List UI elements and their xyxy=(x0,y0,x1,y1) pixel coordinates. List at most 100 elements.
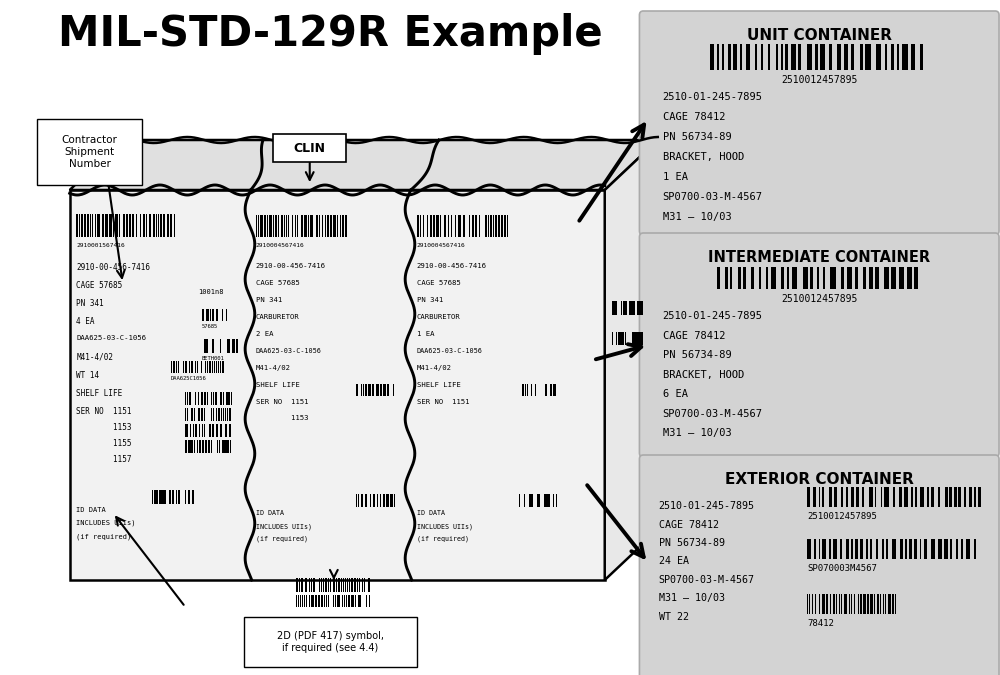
Bar xyxy=(458,215,461,237)
Text: (if required): (if required) xyxy=(256,535,308,541)
Bar xyxy=(132,214,134,237)
Bar xyxy=(160,214,162,237)
Bar xyxy=(891,267,896,289)
Bar xyxy=(211,392,212,405)
Bar xyxy=(945,487,948,507)
Bar xyxy=(136,214,137,237)
Bar xyxy=(105,214,108,237)
Text: 1001n8: 1001n8 xyxy=(198,289,223,295)
Bar xyxy=(225,408,226,421)
Bar xyxy=(833,594,835,614)
Bar xyxy=(899,487,902,507)
Bar xyxy=(202,392,203,405)
Bar xyxy=(826,594,828,614)
Bar xyxy=(230,440,231,453)
Bar xyxy=(761,44,763,70)
Bar xyxy=(316,215,318,237)
Text: ID DATA: ID DATA xyxy=(417,510,445,516)
Bar xyxy=(841,267,844,289)
Bar xyxy=(321,595,323,607)
Bar xyxy=(819,487,820,507)
Text: PN 56734-89: PN 56734-89 xyxy=(663,132,731,142)
Bar xyxy=(227,440,229,453)
Bar xyxy=(851,44,854,70)
Bar xyxy=(258,215,259,237)
Bar xyxy=(197,440,198,453)
Text: WT 14: WT 14 xyxy=(76,371,100,380)
Bar xyxy=(495,215,497,237)
Text: BRACKET, HOOD: BRACKET, HOOD xyxy=(663,152,744,162)
Bar xyxy=(220,361,221,373)
Text: CLIN: CLIN xyxy=(294,142,326,155)
Text: PN 341: PN 341 xyxy=(76,299,104,308)
Bar xyxy=(882,539,884,559)
Bar xyxy=(781,267,784,289)
Bar xyxy=(855,539,858,559)
Text: M31 – 10/03: M31 – 10/03 xyxy=(663,428,731,438)
Text: CAGE 78412: CAGE 78412 xyxy=(663,112,725,122)
Bar xyxy=(844,594,847,614)
Text: PN 56734-89: PN 56734-89 xyxy=(659,538,725,548)
Bar xyxy=(304,595,305,607)
Text: 2D (PDF 417) symbol,
if required (see 4.4): 2D (PDF 417) symbol, if required (see 4.… xyxy=(277,631,384,653)
Text: 2910-00-456-7416: 2910-00-456-7416 xyxy=(76,263,150,272)
Bar xyxy=(820,44,825,70)
Text: M41-4/02: M41-4/02 xyxy=(256,365,291,371)
Bar xyxy=(301,578,303,592)
Bar xyxy=(95,214,96,237)
Bar xyxy=(223,440,225,453)
Text: 1153: 1153 xyxy=(76,423,132,432)
Bar xyxy=(869,267,873,289)
Bar xyxy=(978,487,981,507)
Bar xyxy=(485,215,487,237)
Text: 1155: 1155 xyxy=(76,439,132,448)
Bar xyxy=(865,44,871,70)
Text: CARBURETOR: CARBURETOR xyxy=(256,314,299,320)
Text: UNIT CONTAINER: UNIT CONTAINER xyxy=(747,28,892,43)
Text: CAGE 57685: CAGE 57685 xyxy=(256,280,299,286)
Bar xyxy=(200,440,201,453)
Bar xyxy=(433,215,435,237)
Bar xyxy=(463,215,465,237)
Text: 2510-01-245-7895: 2510-01-245-7895 xyxy=(663,92,763,102)
Bar xyxy=(907,267,912,289)
Bar xyxy=(195,361,196,373)
Bar xyxy=(814,539,816,559)
Bar xyxy=(974,539,976,559)
Bar xyxy=(717,44,719,70)
Bar xyxy=(893,487,895,507)
Bar xyxy=(860,44,863,70)
Bar xyxy=(153,214,155,237)
Bar xyxy=(892,594,894,614)
Polygon shape xyxy=(70,140,658,190)
Bar xyxy=(154,490,155,504)
Bar xyxy=(860,539,863,559)
Bar xyxy=(308,215,309,237)
Bar xyxy=(867,594,869,614)
Bar xyxy=(119,214,120,237)
Text: SHELF LIFE: SHELF LIFE xyxy=(76,389,123,398)
Bar xyxy=(286,215,287,237)
Bar xyxy=(807,487,810,507)
Bar xyxy=(830,594,831,614)
Bar xyxy=(891,44,894,70)
Bar xyxy=(170,214,172,237)
Bar xyxy=(192,408,193,421)
Bar xyxy=(771,267,776,289)
Text: M31 – 10/03: M31 – 10/03 xyxy=(663,212,731,222)
Text: 1157: 1157 xyxy=(76,455,132,464)
Bar xyxy=(851,539,853,559)
Bar xyxy=(366,595,367,607)
Bar xyxy=(163,214,165,237)
Bar xyxy=(313,578,315,592)
Bar xyxy=(102,214,104,237)
Bar xyxy=(297,215,298,237)
Bar xyxy=(346,595,347,607)
Bar xyxy=(874,594,875,614)
Bar xyxy=(768,44,770,70)
Bar xyxy=(900,539,903,559)
Bar xyxy=(931,487,934,507)
Bar xyxy=(159,490,160,504)
Bar xyxy=(192,440,193,453)
Bar xyxy=(938,487,940,507)
